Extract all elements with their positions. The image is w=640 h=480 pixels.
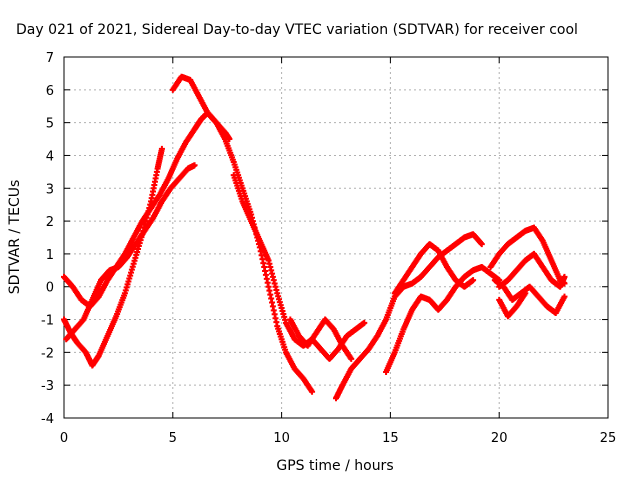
data-points [61,73,568,402]
series-arc-12 [491,277,568,316]
data-point [470,277,477,284]
data-point [348,355,355,362]
chart-title: Day 021 of 2021, Sidereal Day-to-day VTE… [16,22,578,38]
data-point [522,290,529,297]
series-arc-3 [63,162,198,343]
data-point [561,273,568,280]
grid-lines [64,57,608,418]
series-arc-11 [496,250,568,290]
series-arc-9 [391,241,477,297]
y-tick-label: 1 [46,248,54,263]
plot-frame [63,56,609,419]
y-tick-label: 5 [46,117,54,132]
series-arc-2 [61,145,165,369]
x-tick-label: 25 [600,431,617,446]
y-tick-label: -2 [41,346,54,361]
y-tick-label: -4 [41,412,54,427]
data-point [478,241,485,248]
x-tick-label: 15 [382,431,399,446]
y-tick-label: 3 [46,182,54,197]
x-tick-labels: 0 5 10 15 20 25 [60,431,616,446]
y-tick-label: 4 [46,149,54,164]
y-tick-label: 6 [46,84,54,99]
series-arc-6 [287,316,355,362]
data-point [226,136,233,143]
x-axis-label: GPS time / hours [276,458,393,474]
series-arc-4 [169,73,233,143]
data-point [309,388,316,395]
data-point [191,162,198,169]
data-point [158,145,165,152]
series-arc-8 [383,264,503,376]
data-point [361,319,368,326]
y-tick-label: 0 [46,281,54,296]
x-tick-label: 0 [60,431,68,446]
x-tick-label: 5 [169,431,177,446]
y-tick-labels: -4 -3 -2 -1 0 1 2 3 4 5 6 7 [41,51,54,427]
x-tick-label: 10 [273,431,290,446]
y-axis-label: SDTVAR / TECUs [7,180,23,295]
data-point [561,293,568,300]
y-tick-label: 2 [46,215,54,230]
series-arc-5 [230,172,368,362]
y-tick-label: 7 [46,51,54,66]
x-tick-label: 20 [491,431,508,446]
y-tick-label: -1 [41,314,54,329]
series-arc-13 [496,290,529,320]
axis-ticks [63,56,609,419]
y-tick-label: -3 [41,379,54,394]
